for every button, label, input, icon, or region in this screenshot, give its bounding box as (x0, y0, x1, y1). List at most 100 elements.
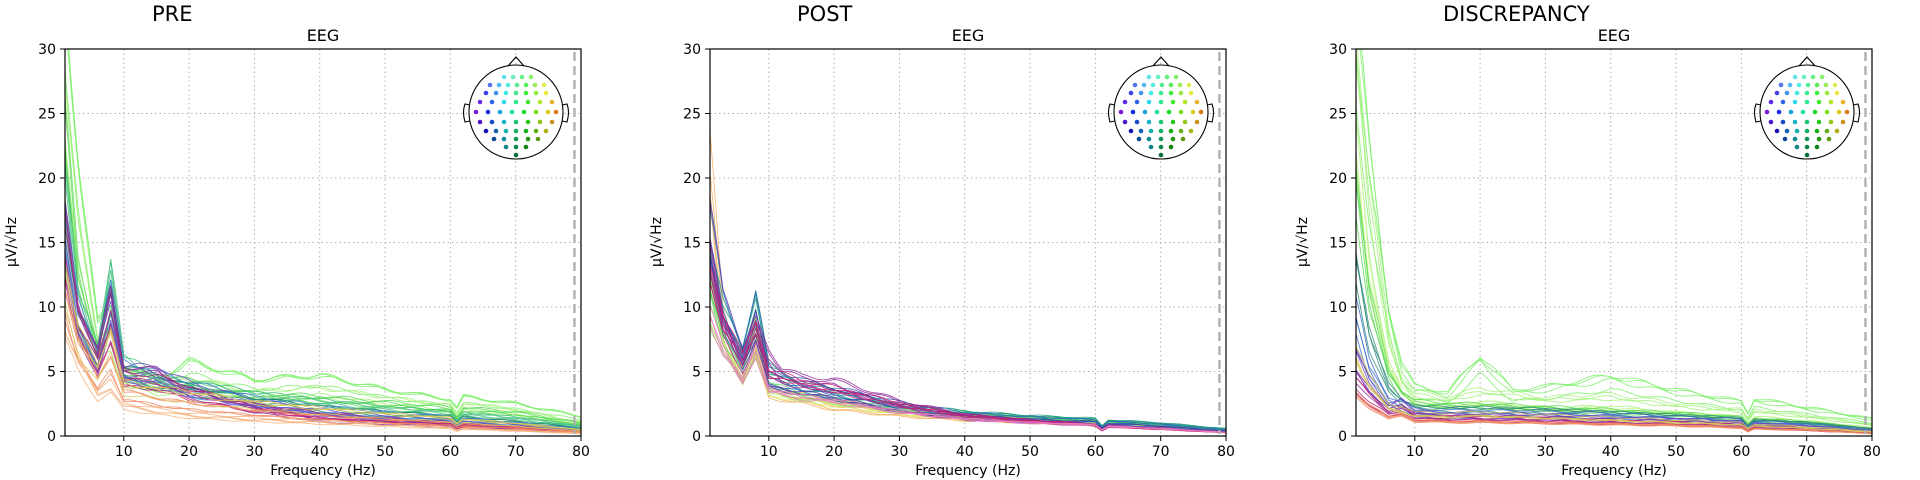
sensor-dot-post-2-6 (1188, 90, 1194, 96)
sensor-dot-pre-1-6 (541, 82, 547, 88)
sensor-dot-pre-6-3 (513, 128, 519, 134)
psd-trace-post-g6-2 (710, 255, 1226, 433)
x-tick-label-20-post: 20 (825, 444, 843, 460)
sensor-dot-pre-7-3 (525, 136, 531, 142)
x-tick-label-50-pre: 50 (376, 444, 394, 460)
sensor-dot-pre-7-1 (501, 136, 507, 142)
sensor-dot-post-6-1 (1138, 128, 1144, 134)
sensor-dot-discrepancy-5-6 (1840, 119, 1846, 125)
psd-trace-post-g8-3 (710, 266, 1226, 433)
sensor-dot-pre-2-4 (523, 90, 529, 96)
sensor-dot-discrepancy-3-3 (1804, 99, 1810, 105)
x-ticks-pre: 10 20 30 40 50 60 70 80 (115, 436, 590, 460)
psd-trace-pre-g4-0 (65, 265, 581, 430)
sensor-dot-discrepancy-5-3 (1804, 119, 1810, 125)
sensor-dot-post-4-1 (1130, 109, 1136, 115)
psd-trace-pre-g3-2 (65, 160, 581, 427)
psd-trace-pre-g11-3 (65, 262, 581, 431)
sensor-dot-discrepancy-4-4 (1812, 109, 1818, 115)
sensor-dot-post-0-2 (1164, 74, 1170, 80)
head-right-ear-discrepancy (1852, 103, 1861, 123)
y-tick-label-0-post: 0 (692, 429, 701, 445)
sensor-dot-post-2-2 (1148, 90, 1154, 96)
sensor-dot-discrepancy-4-3 (1800, 109, 1806, 115)
panel-title-discrepancy: DISCREPANCY (1443, 2, 1590, 26)
sensor-topomap-legend-discrepancy (1753, 56, 1861, 160)
sensor-dot-post-6-5 (1178, 128, 1184, 134)
head-nose-pre (507, 56, 525, 67)
sensor-dot-pre-3-1 (489, 99, 495, 105)
psd-trace-post-g6-3 (710, 242, 1226, 433)
sensor-dot-pre-1-5 (532, 82, 538, 88)
sensor-dot-pre-7-0 (491, 136, 497, 142)
sensor-dot-post-0-3 (1173, 74, 1179, 80)
psd-trace-post-g1-3 (710, 271, 1226, 432)
psd-trace-discrepancy-g5-3 (1356, 296, 1872, 431)
x-tick-label-30-post: 30 (891, 444, 909, 460)
y-tick-label-5-discrepancy: 5 (1338, 365, 1347, 381)
psd-trace-post-g8-2 (710, 264, 1226, 433)
x-ticks-post: 10 20 30 40 50 60 70 80 (760, 436, 1235, 460)
sensor-dot-discrepancy-2-3 (1804, 90, 1810, 96)
sensor-dot-pre-9-0 (513, 152, 519, 158)
y-ticks-post: 0 5 10 15 20 25 30 (683, 42, 710, 445)
head-right-ear-post (1206, 103, 1215, 123)
psd-trace-post-g3-2 (710, 291, 1226, 431)
sensor-dot-discrepancy-3-1 (1780, 99, 1786, 105)
sensor-dot-discrepancy-3-5 (1828, 99, 1834, 105)
psd-trace-discrepancy-g1-3 (1356, 120, 1872, 428)
x-tick-label-10-post: 10 (760, 444, 778, 460)
psd-trace-discrepancy-g2-0 (1356, 151, 1872, 429)
sensor-dot-discrepancy-5-4 (1816, 119, 1822, 125)
sensor-dot-discrepancy-6-4 (1814, 128, 1820, 134)
psd-trace-discrepancy-g3-2 (1356, 178, 1872, 429)
x-tick-label-80-pre: 80 (572, 444, 590, 460)
sensor-dot-discrepancy-3-2 (1792, 99, 1798, 105)
x-tick-label-50-post: 50 (1021, 444, 1039, 460)
psd-trace-pre-g8-2 (65, 226, 581, 432)
psd-trace-pre-g11-1 (65, 301, 581, 432)
psd-trace-pre-g9-1 (65, 290, 581, 433)
psd-trace-post-g6-1 (710, 254, 1226, 433)
y-axis-label-pre: µV/√Hz (4, 217, 20, 267)
psd-trace-discrepancy-g10-3 (1356, 359, 1872, 433)
psd-trace-discrepancy-g3-1 (1356, 168, 1872, 430)
sensor-dot-post-3-4 (1170, 99, 1176, 105)
y-ticks-pre: 0 5 10 15 20 25 30 (38, 42, 65, 445)
sensor-dot-post-8-0 (1148, 144, 1154, 150)
y-tick-label-15-post: 15 (683, 236, 701, 252)
psd-trace-post-g3-3 (710, 288, 1226, 431)
sensor-dot-post-4-0 (1118, 109, 1124, 115)
sensor-dot-discrepancy-8-1 (1804, 144, 1810, 150)
y-tick-label-30-pre: 30 (38, 42, 56, 58)
sensor-dot-discrepancy-2-2 (1794, 90, 1800, 96)
sensor-dot-pre-4-1 (485, 109, 491, 115)
sensor-dot-pre-4-2 (497, 109, 503, 115)
y-tick-label-20-discrepancy: 20 (1329, 171, 1347, 187)
y-tick-label-0-discrepancy: 0 (1338, 429, 1347, 445)
x-ticks-discrepancy: 10 20 30 40 50 60 70 80 (1406, 436, 1881, 460)
y-tick-label-5-pre: 5 (47, 365, 56, 381)
x-tick-label-50-discrepancy: 50 (1667, 444, 1685, 460)
sensor-topomap-legend-pre (462, 56, 570, 160)
sensor-dot-pre-1-4 (523, 82, 529, 88)
sensor-dot-pre-7-4 (535, 136, 541, 142)
sensor-dot-pre-5-5 (537, 119, 543, 125)
sensor-dot-pre-4-4 (521, 109, 527, 115)
sensor-dot-post-4-3 (1154, 109, 1160, 115)
psd-trace-post-g5-0 (710, 258, 1226, 433)
sensor-dot-discrepancy-8-2 (1814, 144, 1820, 150)
sensor-dot-pre-3-2 (501, 99, 507, 105)
sensor-dot-post-6-2 (1148, 128, 1154, 134)
axes-title-pre: EEG (307, 26, 340, 45)
x-axis-label-pre: Frequency (Hz) (270, 463, 376, 479)
psd-trace-pre-g4-1 (65, 237, 581, 430)
y-tick-label-30-post: 30 (683, 42, 701, 58)
y-tick-label-30-discrepancy: 30 (1329, 42, 1347, 58)
psd-trace-discrepancy-g4-3 (1356, 258, 1872, 429)
psd-trace-pre-g2-1 (65, 97, 581, 424)
sensor-dot-post-5-0 (1122, 119, 1128, 125)
sensor-dot-discrepancy-4-5 (1824, 109, 1830, 115)
head-nose-post (1152, 56, 1170, 67)
